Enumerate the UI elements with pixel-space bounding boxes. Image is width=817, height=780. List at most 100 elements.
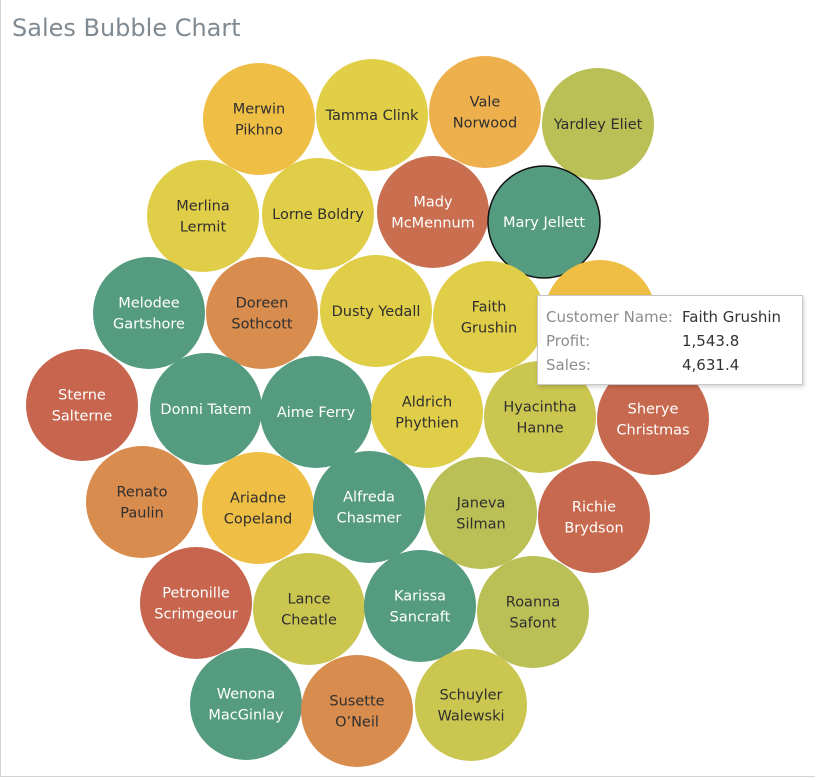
bubble-circle[interactable] [190,648,302,760]
chart-title: Sales Bubble Chart [12,14,241,42]
bubble-label: Tamma Clink [325,108,419,124]
bubble[interactable]: Lance Cheatle [253,553,365,665]
bubble[interactable]: Roanna Safont [477,556,589,668]
bubble[interactable]: Yardley Eliet [542,68,654,180]
bubble-circle[interactable] [377,156,489,268]
tooltip-row-profit: Profit: 1,543.8 [546,329,802,353]
bubble-label: Roanna Safont [506,595,560,632]
bubble-label: Lance Cheatle [281,592,337,629]
bubble-circle[interactable] [425,457,537,569]
bubble[interactable]: Merwin Pikhno [203,63,315,175]
bubble[interactable]: Janeva Silman [425,457,537,569]
bubble[interactable]: Sherye Christmas [597,363,709,475]
bubble-label: Doreen Sothcott [231,296,292,333]
bubble-circle[interactable] [260,356,372,468]
bubble-label: Richie Brydson [564,500,623,537]
bubble[interactable]: Petronille Scrimgeour [140,547,252,659]
bubble-circle[interactable] [206,257,318,369]
bubble-label: Faith Grushin [461,300,517,337]
bubble-label: Aime Ferry [277,405,356,421]
tooltip-value: 4,631.4 [682,356,740,374]
bubble[interactable]: Wenona MacGinlay [190,648,302,760]
bubble-circle[interactable] [253,553,365,665]
tooltip: Customer Name: Faith Grushin Profit: 1,5… [537,295,803,385]
bubble-label: Sherye Christmas [616,402,689,439]
tooltip-value: Faith Grushin [682,308,782,326]
bubble-circle[interactable] [320,255,432,367]
bubble[interactable]: Alfreda Chasmer [313,451,425,563]
bubble[interactable]: Faith Grushin [433,261,545,373]
bubble[interactable]: Doreen Sothcott [206,257,318,369]
bubble-circle[interactable] [487,165,601,279]
bubble-circle[interactable] [93,257,205,369]
bubble[interactable]: Renato Paulin [86,446,198,558]
bubble[interactable]: Tamma Clink [316,59,428,171]
bubble-circle[interactable] [538,461,650,573]
bubble-circle[interactable] [542,68,654,180]
bubble[interactable]: Vale Norwood [429,56,541,168]
bubble-label: Donni Tatem [160,402,251,418]
bubble-circle[interactable] [86,446,198,558]
bubble-circle[interactable] [147,160,259,272]
bubble-label: Ariadne Copeland [224,491,292,528]
bubble-label: Aldrich Phythien [395,395,459,432]
tooltip-row-customer: Customer Name: Faith Grushin [546,305,802,329]
bubble-circle[interactable] [26,349,138,461]
tooltip-row-sales: Sales: 4,631.4 [546,353,802,377]
bubble-label: Hyacintha Hanne [503,400,576,437]
bubble-circle[interactable] [316,59,428,171]
bubble[interactable]: Aime Ferry [260,356,372,468]
bubble[interactable]: Ariadne Copeland [202,452,314,564]
bubble[interactable]: Mady McMennum [377,156,489,268]
bubble-label: Renato Paulin [117,485,168,522]
bubble-label: Wenona MacGinlay [208,687,284,724]
bubble[interactable]: Hyacintha Hanne [484,361,596,473]
bubble[interactable]: Karissa Sancraft [364,550,476,662]
bubble[interactable]: Dusty Yedall [320,255,432,367]
bubble-label: Yardley Eliet [553,117,643,133]
bubble[interactable]: Melodee Gartshore [93,257,205,369]
bubble[interactable]: Mary Jellett [487,165,601,279]
bubble-label: Karissa Sancraft [390,589,451,626]
bubble-label: Alfreda Chasmer [337,490,402,527]
bubble-label: Vale Norwood [453,95,518,132]
bubble-label: Merwin Pikhno [233,102,285,139]
bubble-circle[interactable] [477,556,589,668]
bubble[interactable]: Susette O’Neil [301,655,413,767]
bubble-circle[interactable] [202,452,314,564]
bubble-circle[interactable] [313,451,425,563]
tooltip-key: Customer Name: [546,308,673,326]
bubble-label: Petronille Scrimgeour [154,586,237,623]
bubble[interactable]: Schuyler Walewski [415,649,527,761]
bubble[interactable]: Sterne Salterne [26,349,138,461]
bubble-label: Mary Jellett [503,215,585,231]
bubble-circle[interactable] [415,649,527,761]
bubble[interactable]: Donni Tatem [150,353,262,465]
bubble-circle[interactable] [262,158,374,270]
bubble-circle[interactable] [597,363,709,475]
bubble-circle[interactable] [150,353,262,465]
tooltip-value: 1,543.8 [682,332,740,350]
bubble[interactable]: Aldrich Phythien [371,356,483,468]
bubble-label: Janeva Silman [456,496,506,533]
bubble-circle[interactable] [203,63,315,175]
bubble-circle[interactable] [140,547,252,659]
tooltip-key: Sales: [546,356,591,374]
bubble-label: Dusty Yedall [332,304,421,320]
tooltip-key: Profit: [546,332,591,350]
bubble-label: Merlina Lermit [176,199,230,236]
bubble[interactable]: Merlina Lermit [147,160,259,272]
bubble[interactable]: Richie Brydson [538,461,650,573]
bubble-label: Melodee Gartshore [113,296,185,333]
bubble-circle[interactable] [364,550,476,662]
bubble-label: Susette O’Neil [329,694,384,731]
bubble-circle[interactable] [433,261,545,373]
bubble-label: Sterne Salterne [52,388,113,425]
bubble-circle[interactable] [484,361,596,473]
bubble-label: Lorne Boldry [272,207,364,223]
bubble-circle[interactable] [429,56,541,168]
bubble-circle[interactable] [371,356,483,468]
bubble[interactable]: Lorne Boldry [262,158,374,270]
bubble-circle[interactable] [301,655,413,767]
